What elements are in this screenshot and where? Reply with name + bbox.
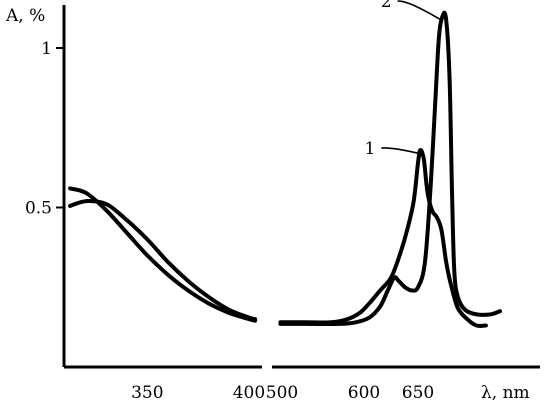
x-axis-label: λ, nm bbox=[481, 383, 530, 403]
series-1-uv-curve bbox=[68, 186, 258, 323]
x-tick-label: 600 bbox=[348, 383, 380, 403]
series-1-visible-curve bbox=[278, 148, 488, 328]
curves bbox=[68, 10, 502, 328]
y-axis-label: A, % bbox=[5, 6, 45, 26]
curve-label-leaders bbox=[381, 0, 441, 154]
x-tick-label: 400 bbox=[233, 383, 265, 403]
curve-label-leader bbox=[381, 147, 418, 154]
y-tick-label: 0.5 bbox=[25, 199, 52, 219]
x-tick-label: 500 bbox=[266, 383, 298, 403]
series-2-visible-curve bbox=[278, 10, 502, 327]
x-tick-label: 650 bbox=[402, 383, 434, 403]
curve-label-leader bbox=[397, 0, 441, 20]
x-tick-label: 350 bbox=[131, 383, 163, 403]
curve-label: 2 bbox=[381, 0, 392, 12]
axes bbox=[62, 5, 540, 369]
series-2-uv-curve bbox=[68, 199, 258, 322]
ticks: 0.5 1 350 400 500 600 650 bbox=[25, 39, 434, 403]
curve-label: 1 bbox=[365, 139, 376, 159]
y-tick-label: 1 bbox=[41, 39, 52, 59]
labels: A, % λ, nm 1 2 bbox=[5, 0, 530, 403]
